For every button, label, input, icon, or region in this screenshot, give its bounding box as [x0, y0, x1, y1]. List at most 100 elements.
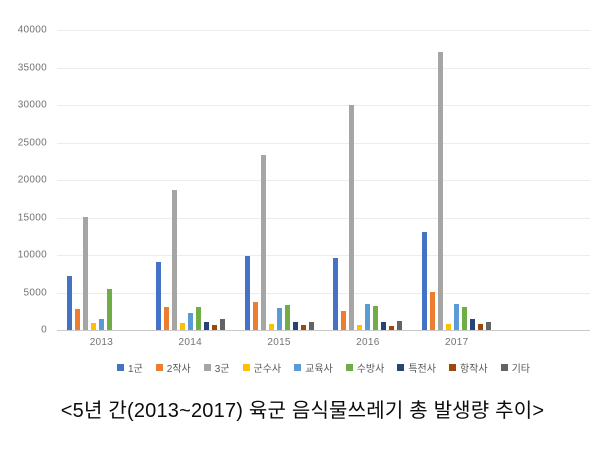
bar-2015-수방사 [284, 305, 290, 330]
bar-2014-1군 [155, 262, 161, 330]
legend-item-2작사: 2작사 [155, 360, 191, 375]
bar-2013-군수사 [90, 323, 96, 330]
legend-label: 군수사 [253, 364, 282, 375]
legend-item-특전사: 특전사 [397, 360, 436, 375]
x-axis-tick-label: 2017 [445, 337, 469, 348]
bar-2016-3군 [349, 105, 355, 330]
bar-2017-항작사 [478, 324, 484, 330]
bar-2015-2작사 [252, 302, 258, 330]
bar-2014-3군 [171, 190, 177, 330]
legend-item-기타: 기타 [500, 360, 530, 375]
gridline [57, 67, 590, 69]
legend-item-항작사: 항작사 [448, 360, 488, 375]
bar-2015-교육사 [276, 308, 282, 330]
legend-item-1군: 1군 [117, 360, 143, 375]
legend-swatch-icon [500, 364, 508, 371]
y-axis-tick-label: 35000 [17, 62, 47, 73]
legend-swatch-icon [294, 364, 302, 371]
legend-swatch-icon [242, 364, 250, 371]
x-axis-tick-label: 2016 [356, 337, 380, 348]
gridline [57, 105, 590, 106]
gridline [57, 30, 590, 31]
bar-2015-1군 [244, 256, 250, 330]
legend-label: 특전사 [408, 364, 436, 375]
bar-2013-2작사 [74, 309, 80, 330]
gridline [57, 180, 590, 181]
legend-label: 기타 [511, 364, 530, 375]
caption: <5년 간(2013~2017) 육군 음식물쓰레기 총 발생량 추이> [60, 400, 545, 422]
bar-2016-기타 [397, 321, 403, 330]
bar-2014-항작사 [211, 325, 217, 330]
bar-2014-수방사 [195, 307, 201, 330]
bar-2017-교육사 [454, 304, 460, 330]
bar-group [323, 30, 412, 330]
bar-2016-1군 [333, 258, 339, 330]
y-axis-tick-label: 25000 [17, 137, 47, 148]
legend-swatch-icon [448, 364, 456, 371]
bar-group [501, 30, 590, 330]
bar-2014-군수사 [179, 323, 185, 330]
x-axis-tick-label [501, 337, 590, 348]
bar-2016-2작사 [341, 311, 347, 330]
y-axis-tick-label: 10000 [17, 249, 47, 261]
bar-2014-기타 [219, 319, 225, 330]
bar-2015-항작사 [300, 325, 306, 330]
legend-label: 교육사 [305, 364, 333, 375]
y-axis-tick-label: 5000 [23, 287, 47, 298]
bar-2014-2작사 [163, 307, 169, 330]
x-axis-tick-label: 2013 [89, 337, 114, 348]
legend-label: 항작사 [459, 364, 488, 375]
bar-2017-1군 [422, 232, 428, 330]
bar-2017-특전사 [470, 319, 476, 330]
bar-2015-기타 [308, 322, 314, 330]
x-axis-tick-label: 2015 [267, 337, 291, 348]
bar-2014-특전사 [203, 322, 209, 330]
gridline [57, 142, 590, 144]
y-axis-tick-label: 20000 [17, 174, 47, 186]
bar-group [412, 30, 501, 330]
legend-swatch-icon [155, 364, 163, 371]
y-axis-tick-label: 0 [41, 324, 47, 336]
gridline [57, 292, 590, 294]
legend-swatch-icon [203, 364, 211, 371]
legend: 1군 2작사 3군 군수사 교육사 수방사 특전사 항작사 기타 [57, 360, 590, 375]
gridline [57, 255, 590, 256]
legend-label: 1군 [128, 364, 143, 375]
x-axis-line [57, 330, 590, 331]
bar-group [235, 30, 324, 330]
y-axis: 0 5000 10000 15000 20000 25000 30000 35000 40000 [0, 25, 50, 336]
legend-swatch-icon [117, 364, 125, 371]
x-axis: 2013 2014 2015 2016 2017 [57, 337, 590, 348]
legend-label: 3군 [214, 364, 230, 375]
bar-2017-수방사 [462, 307, 468, 330]
bar-2016-항작사 [389, 326, 395, 330]
bar-groups [57, 30, 590, 330]
legend-item-교육사: 교육사 [294, 360, 333, 375]
bar-2015-군수사 [268, 324, 274, 330]
bar-2016-교육사 [365, 304, 371, 330]
legend-swatch-icon [345, 364, 353, 371]
y-axis-tick-label: 40000 [17, 24, 47, 36]
bar-2017-군수사 [446, 324, 452, 330]
y-axis-tick-label: 30000 [17, 99, 47, 111]
bar-2017-기타 [486, 322, 492, 330]
bar-2013-1군 [66, 276, 72, 330]
gridline [57, 217, 590, 219]
bar-2017-2작사 [430, 292, 436, 330]
x-axis-tick-label: 2014 [178, 337, 202, 348]
bar-group [146, 30, 235, 330]
bar-2014-교육사 [187, 313, 193, 330]
bar-2017-3군 [438, 52, 444, 330]
bar-2013-3군 [82, 217, 88, 330]
bar-2015-특전사 [292, 322, 298, 330]
legend-label: 수방사 [356, 364, 385, 375]
y-axis-tick-label: 15000 [17, 212, 47, 223]
bar-2016-군수사 [357, 325, 363, 330]
legend-swatch-icon [397, 364, 405, 371]
legend-item-3군: 3군 [203, 360, 230, 375]
legend-item-군수사: 군수사 [242, 360, 282, 375]
legend-item-수방사: 수방사 [345, 360, 385, 375]
bar-2016-특전사 [381, 322, 387, 330]
bar-2013-교육사 [98, 319, 104, 330]
